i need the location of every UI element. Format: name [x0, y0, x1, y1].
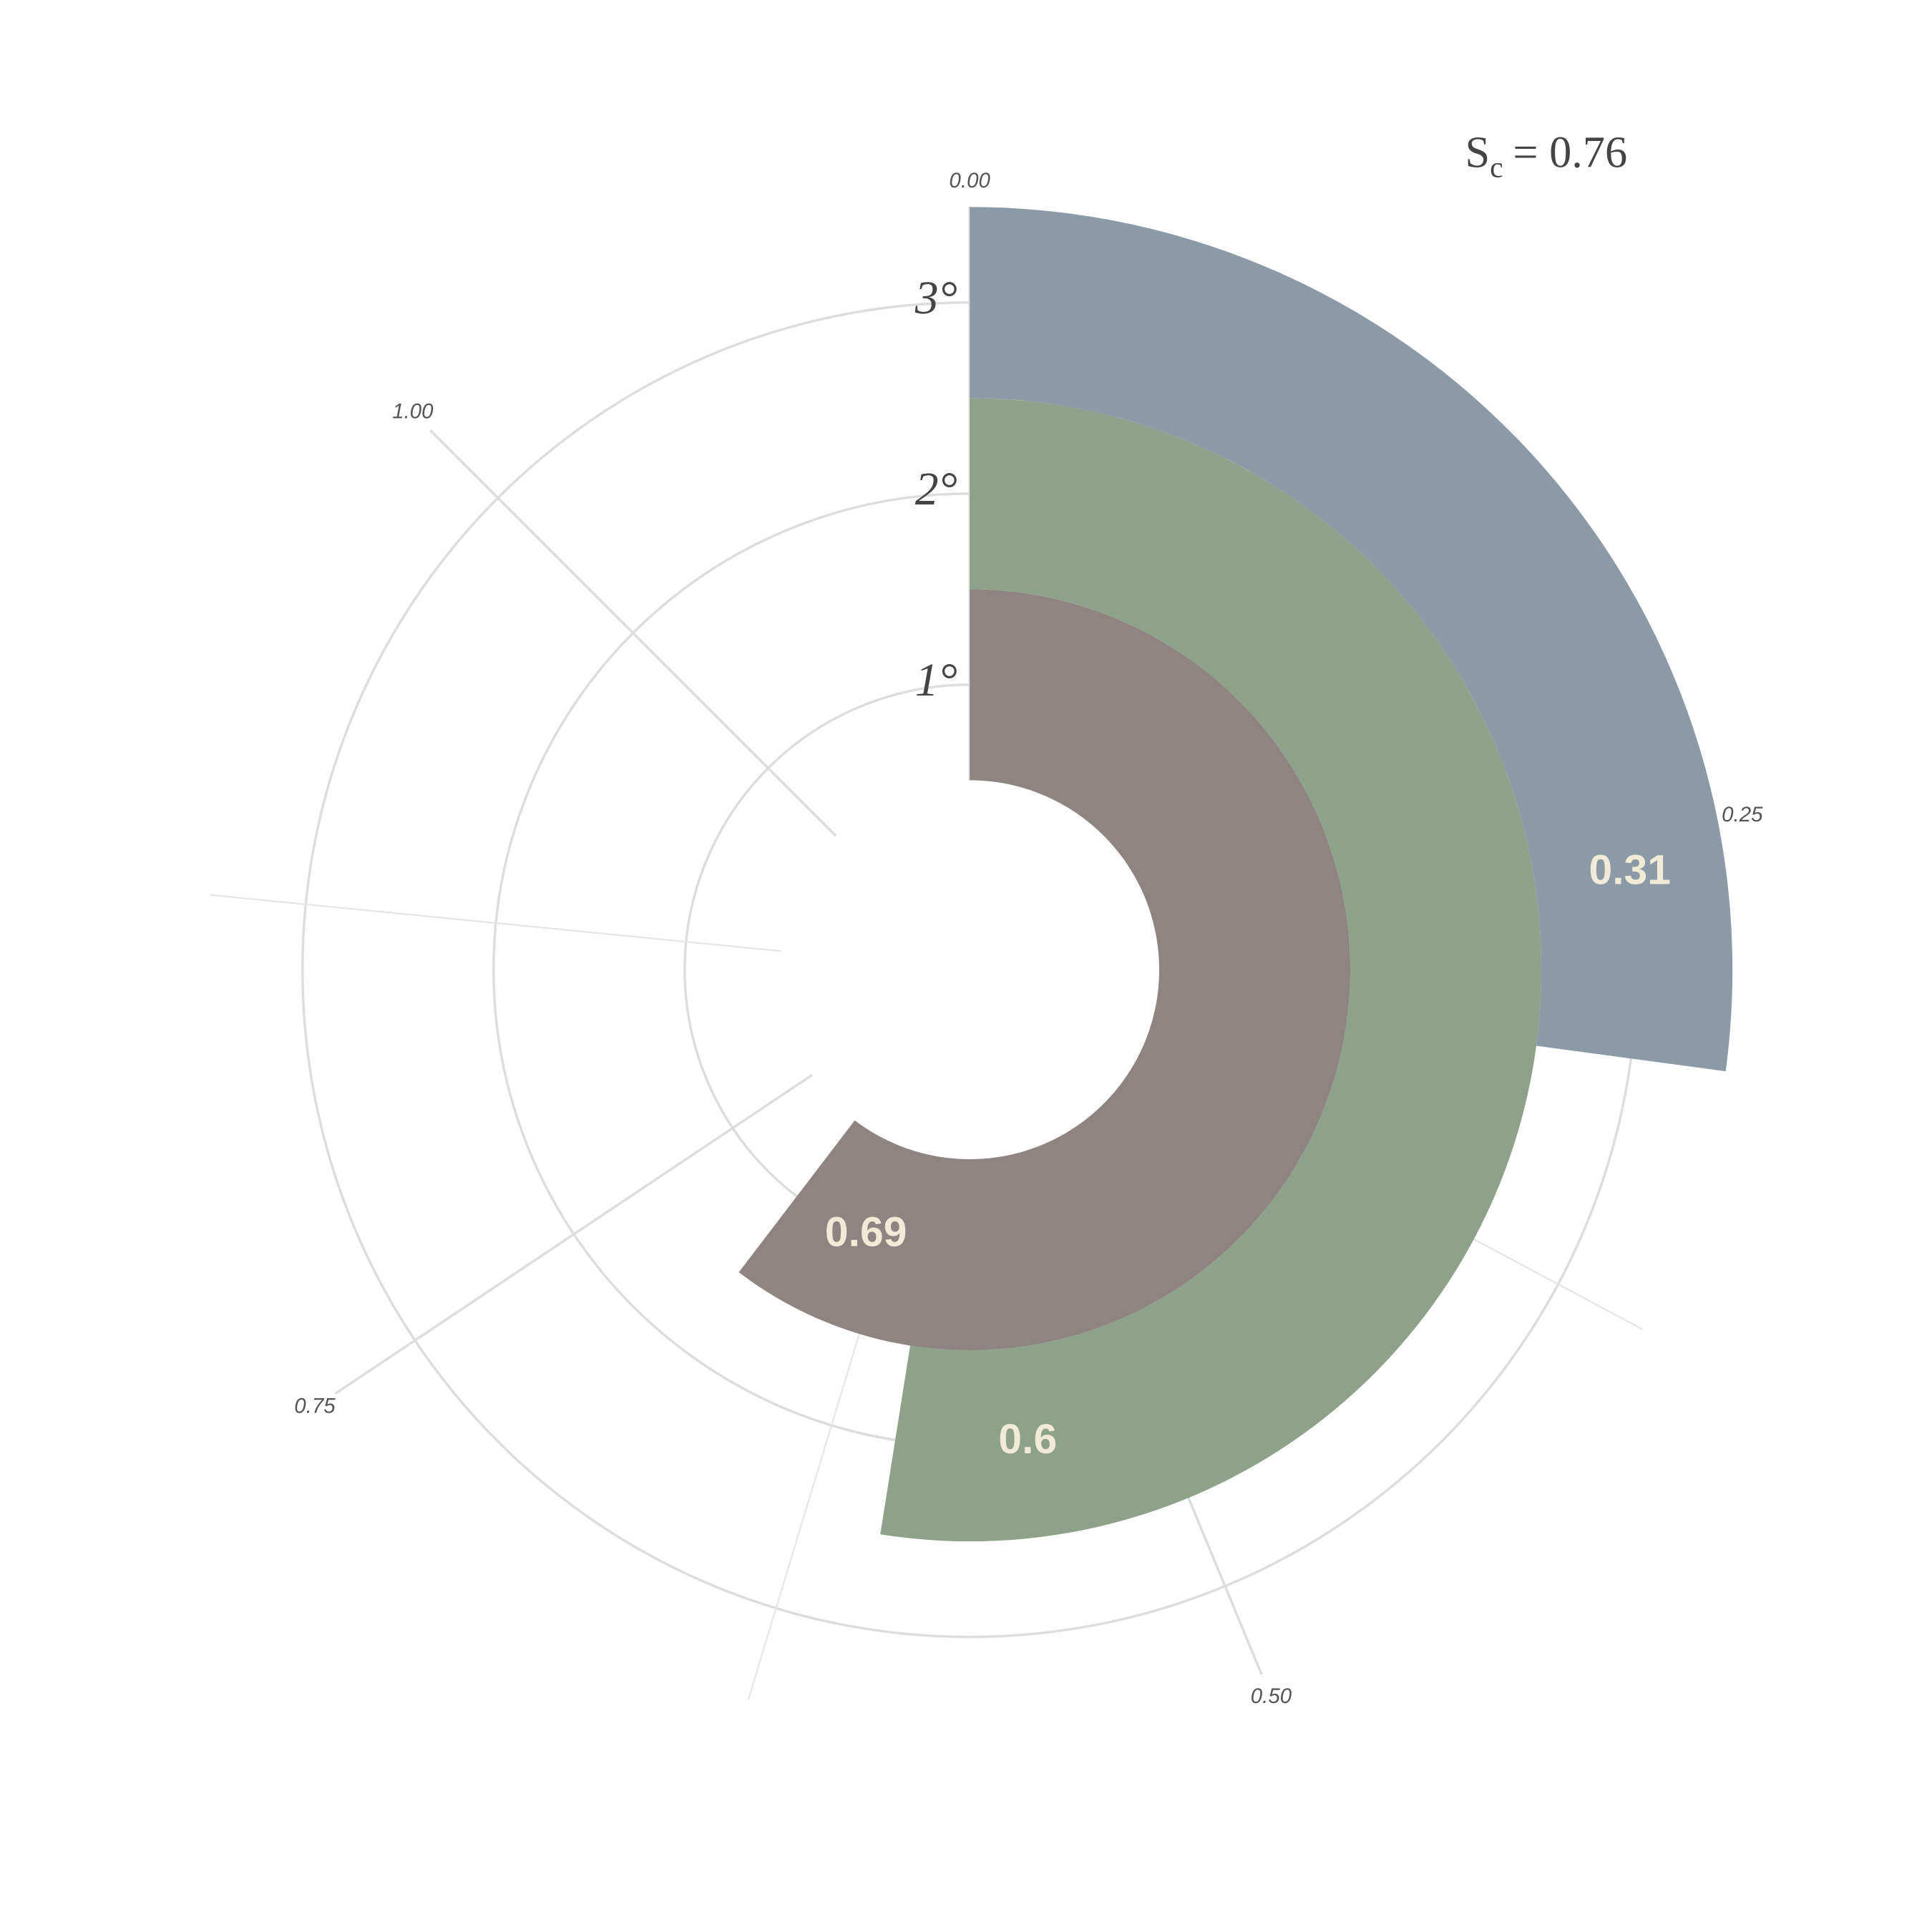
x-tick-label: 0.25 [1722, 803, 1763, 826]
annotation-symbol: S [1465, 128, 1490, 177]
annotation: Sc = 0.76 [1465, 128, 1627, 184]
x-tick-label: 0.75 [294, 1395, 336, 1418]
bar [738, 589, 1351, 1351]
value-label: 0.31 [1589, 847, 1672, 893]
grid-line [429, 429, 837, 837]
x-tick-label: 0.50 [1251, 1684, 1292, 1708]
category-label: 2° [915, 463, 957, 515]
bar [970, 207, 1733, 1072]
annotation-text: = 0.76 [1513, 128, 1627, 177]
value-label: 0.6 [998, 1416, 1057, 1463]
value-label: 0.69 [825, 1209, 907, 1256]
minor-grid-line [210, 894, 781, 952]
x-tick-label: 1.00 [392, 400, 434, 424]
category-label: 3° [914, 272, 957, 324]
category-label: 1° [915, 654, 957, 706]
annotation-subscript: c [1490, 151, 1503, 184]
x-tick-label: 0.00 [950, 169, 991, 192]
grid-line [334, 1073, 813, 1395]
bar [880, 398, 1542, 1542]
